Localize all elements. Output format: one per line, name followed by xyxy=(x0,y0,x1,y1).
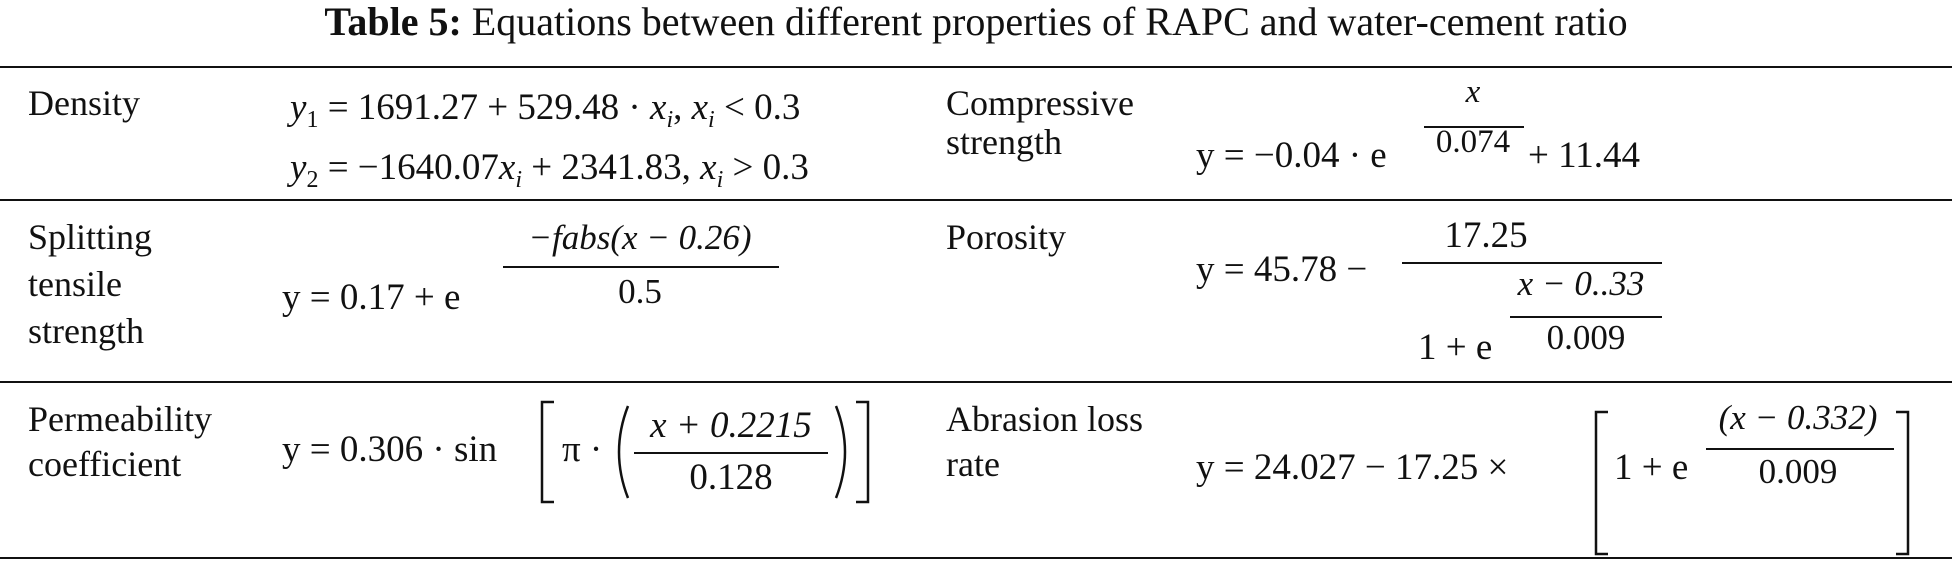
property-name-line: Porosity xyxy=(946,217,1067,257)
eq-text: y = 0.306 · sin xyxy=(282,429,498,470)
eq-sub: 2 xyxy=(306,167,319,193)
eq-var: x xyxy=(650,87,667,128)
splitting-eq-lhs: y = 0.17 + e xyxy=(282,276,460,319)
porosity-den-lhs: 1 + e xyxy=(1418,326,1492,369)
porosity-num: 17.25 xyxy=(1396,214,1576,257)
eq-text: + 2341.83, xyxy=(522,147,701,188)
permeability-eq-lhs: y = 0.306 · sin xyxy=(282,428,497,471)
row-divider-1 xyxy=(0,199,1952,201)
splitting-exp-num: −fabs(x − 0.26) xyxy=(500,218,780,258)
property-name-line: tensile xyxy=(28,264,122,304)
eq-text: > 0.3 xyxy=(723,147,809,188)
eq-text: = 1691.27 + 529.48 · xyxy=(318,87,650,128)
porosity-eq-lhs: y = 45.78 − xyxy=(1196,248,1367,291)
property-name-line: strength xyxy=(946,122,1062,162)
splitting-exp-den: 0.5 xyxy=(500,272,780,312)
eq-text: 1 + e xyxy=(1614,447,1689,488)
abrasion-left-bracket xyxy=(1594,410,1608,556)
table-bottom-rule xyxy=(0,557,1952,559)
row3-right-name: Abrasion loss rate xyxy=(946,400,1143,484)
abrasion-inner: 1 + e xyxy=(1614,446,1688,489)
eq-var: x xyxy=(691,87,709,128)
compressive-exp-num: x xyxy=(1418,74,1528,111)
property-name-line: Compressive xyxy=(946,83,1134,123)
eq-var: x xyxy=(1465,74,1481,110)
property-name-line: Abrasion loss xyxy=(946,399,1143,439)
eq-var: y xyxy=(290,147,307,188)
row-divider-2 xyxy=(0,381,1952,383)
eq-text: y = 0.17 + e xyxy=(282,277,461,318)
eq-text: y = 45.78 − xyxy=(1196,249,1368,290)
density-equation-line2: y2 = −1640.07xi + 2341.83, xi > 0.3 xyxy=(290,146,809,194)
eq-var: −fabs(x − 0.26) xyxy=(528,218,752,257)
property-name-line: strength xyxy=(28,311,144,351)
splitting-exp-bar xyxy=(503,266,779,268)
caption-label: Table 5: xyxy=(324,0,462,44)
eq-text: y = 24.027 − 17.25 × xyxy=(1196,447,1509,488)
eq-var: (x − 0.332) xyxy=(1718,398,1878,437)
abrasion-exp-num: (x − 0.332) xyxy=(1700,398,1896,438)
eq-text: 1 + e xyxy=(1418,327,1493,368)
eq-text: 0.009 xyxy=(1546,318,1626,357)
eq-var: x + 0.2215 xyxy=(650,405,812,446)
row1-right-name: Compressive strength xyxy=(946,84,1134,162)
eq-var: x − 0..33 xyxy=(1517,264,1645,303)
abrasion-eq-lhs: y = 24.027 − 17.25 × xyxy=(1196,446,1508,489)
row3-left-name: Permeability coefficient xyxy=(28,400,212,484)
eq-sub: 1 xyxy=(306,107,319,133)
table-top-rule xyxy=(0,66,1952,68)
eq-text: < 0.3 xyxy=(714,87,801,128)
porosity-exp-bar xyxy=(1510,316,1662,318)
left-square-bracket xyxy=(540,400,554,504)
property-name-line: rate xyxy=(946,444,1000,484)
eq-text: 0.128 xyxy=(689,457,773,498)
property-name-line: Permeability xyxy=(28,399,212,439)
porosity-exp-num: x − 0..33 xyxy=(1496,264,1666,304)
eq-text: 17.25 xyxy=(1444,215,1528,256)
eq-sub: i xyxy=(716,167,724,193)
property-name-line: coefficient xyxy=(28,444,182,484)
row2-right-name: Porosity xyxy=(946,218,1066,257)
left-paren xyxy=(617,405,630,499)
porosity-exp-den: 0.009 xyxy=(1510,318,1662,358)
eq-var: x xyxy=(700,147,717,188)
porosity-main-bar xyxy=(1402,262,1662,264)
abrasion-exp-den: 0.009 xyxy=(1700,452,1896,492)
eq-sub: i xyxy=(708,107,715,133)
right-square-bracket xyxy=(856,400,870,504)
compressive-exp-den: 0.074 xyxy=(1418,124,1528,161)
right-paren xyxy=(834,405,847,499)
caption-text: Equations between different properties o… xyxy=(471,0,1628,44)
abrasion-exp-bar xyxy=(1706,448,1894,450)
row1-left-name: Density xyxy=(28,84,140,123)
property-name-line: Density xyxy=(28,83,140,123)
eq-text: 0.009 xyxy=(1758,452,1838,491)
eq-var: x xyxy=(498,147,516,188)
eq-sub: i xyxy=(515,167,523,193)
compressive-eq-lhs: y = −0.04 · e xyxy=(1196,134,1387,177)
row2-left-name: Splitting tensile strength xyxy=(28,218,152,351)
compressive-eq-tail: + 11.44 xyxy=(1528,134,1640,177)
density-equation-line1: y1 = 1691.27 + 529.48 · xi, xi < 0.3 xyxy=(290,86,800,134)
permeability-inner: π · xyxy=(562,428,602,471)
compressive-exp-bar xyxy=(1424,126,1524,128)
property-name-line: Splitting xyxy=(28,217,153,257)
permeability-den: 0.128 xyxy=(630,456,832,499)
eq-text: 0.074 xyxy=(1435,124,1511,160)
eq-sub: i xyxy=(666,107,674,133)
eq-text: π · xyxy=(562,429,603,470)
eq-text: 0.5 xyxy=(618,272,662,311)
permeability-num: x + 0.2215 xyxy=(630,404,832,447)
eq-var: y xyxy=(290,87,307,128)
permeability-bar xyxy=(634,452,828,454)
eq-text: y = −0.04 · e xyxy=(1196,135,1387,176)
eq-text: , xyxy=(673,87,692,128)
eq-text: + 11.44 xyxy=(1528,135,1640,176)
abrasion-right-bracket xyxy=(1896,410,1910,556)
eq-text: = −1640.07 xyxy=(318,147,499,188)
table-caption: Table 5: Equations between different pro… xyxy=(0,0,1952,44)
